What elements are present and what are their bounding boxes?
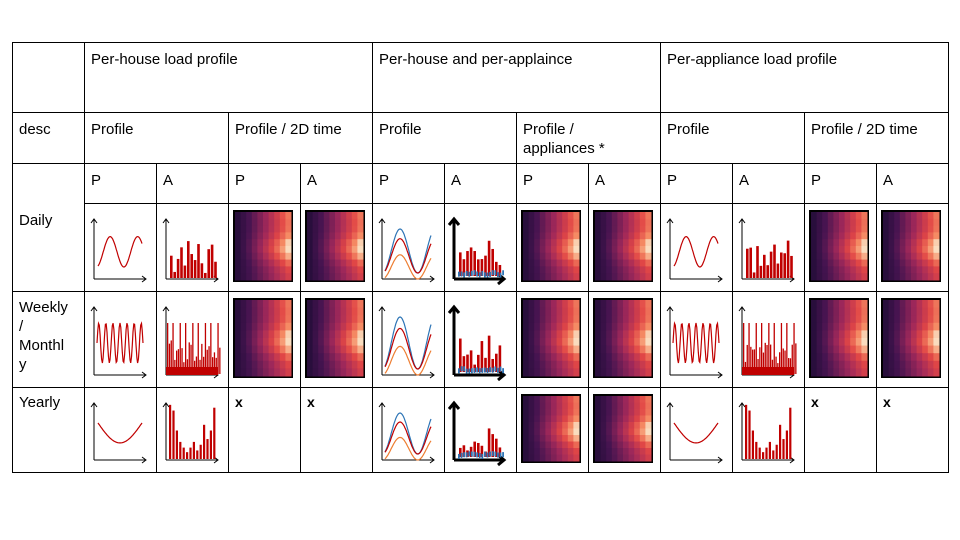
grid-line — [660, 42, 661, 473]
appliance-label: A — [163, 172, 174, 189]
power-label: P — [811, 172, 822, 189]
not-applicable-mark: x — [883, 394, 891, 410]
grid-line — [12, 387, 949, 388]
heatmap-plot — [305, 210, 365, 282]
power-label: P — [235, 172, 246, 189]
heatmap-plot — [881, 210, 941, 282]
grid-line — [12, 42, 13, 473]
grid-line — [444, 163, 445, 473]
heatmap-plot — [809, 298, 869, 378]
subheader-profile-3: Profile — [667, 121, 710, 138]
subheader-2d-time-3: Profile / 2D time — [811, 121, 918, 138]
wave-plot — [90, 218, 147, 283]
heatmap-plot — [521, 210, 581, 282]
power-label: P — [379, 172, 390, 189]
not-applicable-mark: x — [811, 394, 819, 410]
appliance-label: A — [595, 172, 606, 189]
heatmap-plot — [593, 298, 653, 378]
grid-line — [12, 291, 949, 292]
osc-plot — [90, 306, 147, 379]
grid-line — [876, 163, 877, 473]
grid-line — [300, 163, 301, 473]
wave-plot — [666, 218, 723, 283]
heatmap-plot — [881, 298, 941, 378]
subheader-2d-time-1: Profile / 2D time — [235, 121, 342, 138]
appliance-label: A — [739, 172, 750, 189]
multi-wave-plot — [378, 402, 435, 464]
appliance-label: A — [307, 172, 318, 189]
u-curve-plot — [90, 402, 147, 464]
sparse-bars-plot — [738, 402, 795, 464]
grid-line — [732, 163, 733, 473]
heatmap-plot — [233, 298, 293, 378]
heatmap-plot — [521, 394, 581, 463]
row-label-daily: Daily — [19, 212, 53, 229]
power-label: P — [523, 172, 534, 189]
grid-line — [588, 163, 589, 473]
heatmap-plot — [521, 298, 581, 378]
header-per-house: Per-house load profile — [91, 51, 238, 68]
header-per-house-per-appliance: Per-house and per-applaince — [379, 51, 573, 68]
row-label-yearly: Yearly — [19, 394, 61, 411]
grid-line — [156, 163, 157, 473]
grid-line — [12, 472, 949, 473]
heatmap-plot — [233, 210, 293, 282]
u-curve-plot — [666, 402, 723, 464]
appliance-label: A — [883, 172, 894, 189]
subheader-appliances: Profile / appliances * — [523, 121, 605, 157]
row-label-weekly-monthly: Weekly / Monthl y — [19, 299, 68, 373]
grid-line — [804, 112, 805, 473]
grid-line — [84, 42, 85, 473]
multi-bars-plot — [447, 304, 507, 382]
grid-line — [228, 112, 229, 473]
dense-bars-plot — [738, 306, 797, 379]
subheader-profile-1: Profile — [91, 121, 134, 138]
power-label: P — [91, 172, 102, 189]
sparse-bars-plot — [162, 402, 219, 464]
header-per-appliance: Per-appliance load profile — [667, 51, 838, 68]
multi-bars-plot — [447, 400, 507, 467]
osc-plot — [666, 306, 723, 379]
dense-bars-plot — [162, 306, 221, 379]
bars-plot — [738, 218, 795, 283]
heatmap-plot — [305, 298, 365, 378]
grid-line — [948, 42, 949, 473]
multi-wave-plot — [378, 306, 435, 379]
multi-bars-plot — [447, 216, 507, 286]
grid-line — [12, 163, 949, 164]
heatmap-plot — [593, 210, 653, 282]
not-applicable-mark: x — [235, 394, 243, 410]
bars-plot — [162, 218, 219, 283]
multi-wave-plot — [378, 218, 435, 283]
grid-line — [516, 112, 517, 473]
power-label: P — [667, 172, 678, 189]
heatmap-plot — [593, 394, 653, 463]
grid-line — [12, 112, 949, 113]
grid-line — [372, 42, 373, 473]
heatmap-plot — [809, 210, 869, 282]
subheader-profile-2: Profile — [379, 121, 422, 138]
grid-line — [12, 42, 949, 43]
profile-table: Per-house load profile Per-house and per… — [12, 42, 949, 473]
not-applicable-mark: x — [307, 394, 315, 410]
appliance-label: A — [451, 172, 462, 189]
desc-label: desc — [19, 121, 51, 138]
